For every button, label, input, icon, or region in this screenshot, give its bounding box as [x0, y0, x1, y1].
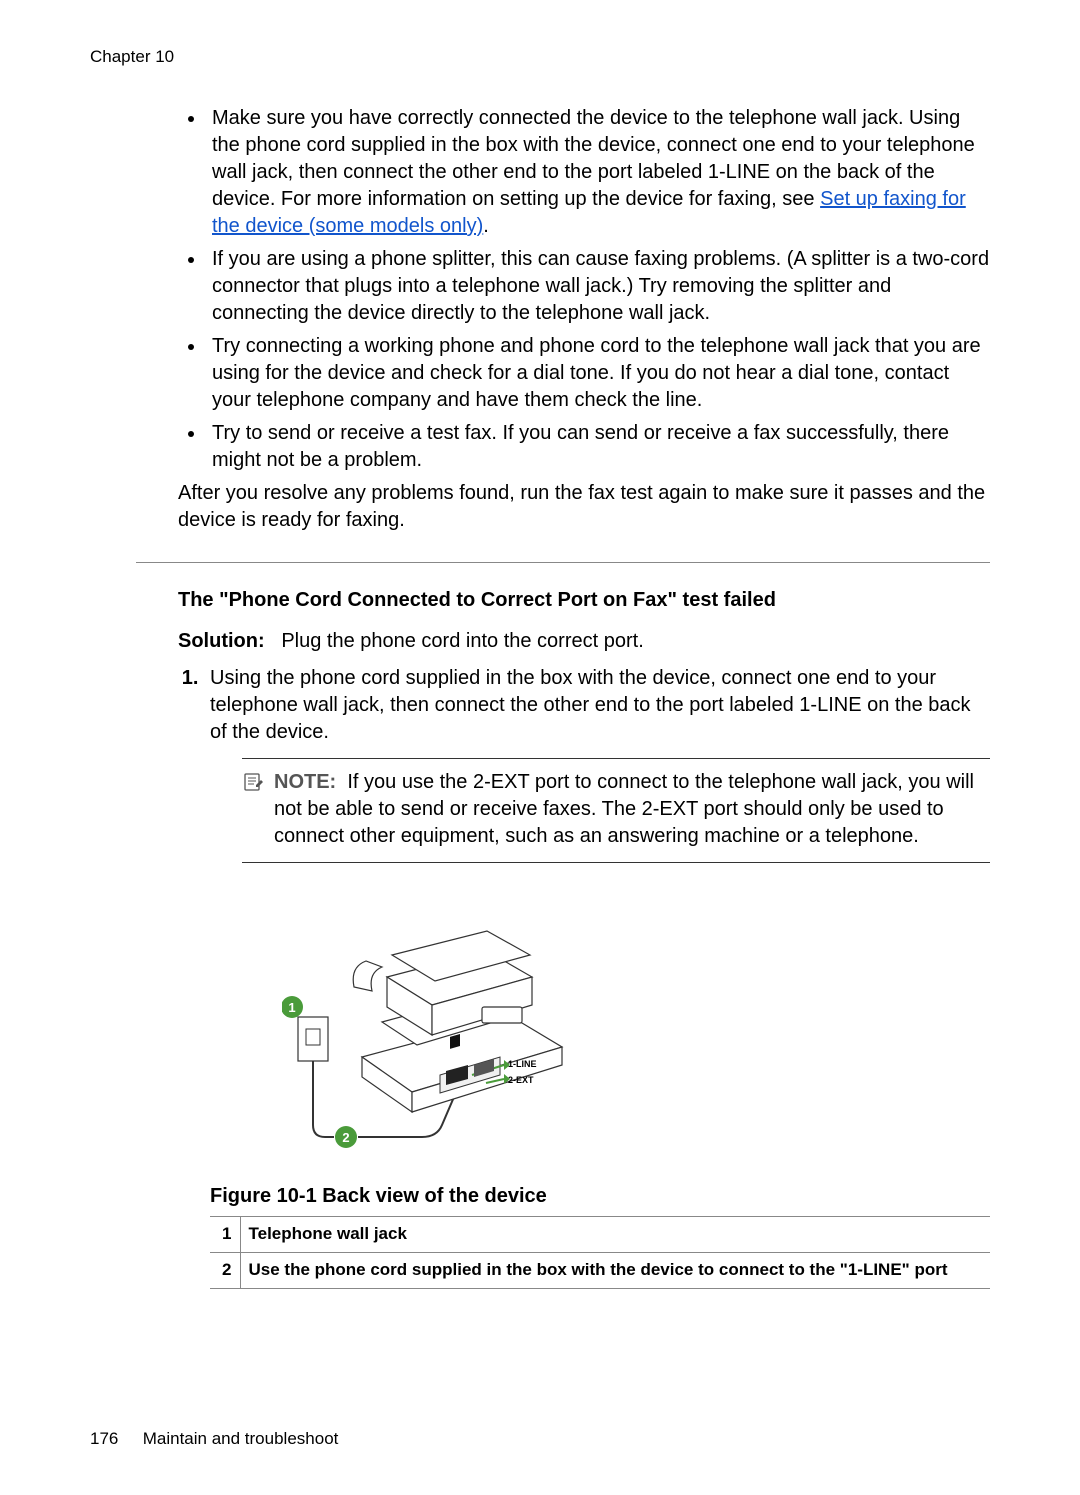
port-label-1line: 1-LINE — [508, 1059, 537, 1069]
bullet-text: Try connecting a working phone and phone… — [212, 335, 981, 411]
svg-text:2: 2 — [342, 1130, 349, 1145]
step-item: Using the phone cord supplied in the box… — [204, 665, 990, 1289]
note-label: NOTE: — [274, 771, 336, 793]
note-content: NOTE: If you use the 2-EXT port to conne… — [274, 769, 990, 850]
note-box: NOTE: If you use the 2-EXT port to conne… — [242, 758, 990, 863]
chapter-label: Chapter 10 — [90, 46, 990, 69]
bullet-text: If you are using a phone splitter, this … — [212, 248, 989, 324]
closing-paragraph: After you resolve any problems found, ru… — [178, 480, 990, 534]
bullet-item: If you are using a phone splitter, this … — [206, 246, 990, 327]
footer-section: Maintain and troubleshoot — [143, 1429, 339, 1448]
section-heading: The "Phone Cord Connected to Correct Por… — [178, 587, 990, 614]
section-divider — [136, 562, 990, 563]
steps-list: Using the phone cord supplied in the box… — [178, 665, 990, 1289]
note-icon — [242, 771, 264, 801]
bullet-item: Try connecting a working phone and phone… — [206, 333, 990, 414]
note-body: If you use the 2-EXT port to connect to … — [274, 771, 974, 847]
legend-num: 2 — [210, 1252, 240, 1288]
bullet-item: Make sure you have correctly connected t… — [206, 105, 990, 240]
device-back-diagram: 1 2 — [282, 907, 592, 1157]
bullet-text: Try to send or receive a test fax. If yo… — [212, 422, 949, 471]
bullet-list: Make sure you have correctly connected t… — [178, 105, 990, 474]
table-row: 2 Use the phone cord supplied in the box… — [210, 1252, 990, 1288]
svg-text:1: 1 — [288, 1000, 295, 1015]
legend-text: Use the phone cord supplied in the box w… — [240, 1252, 990, 1288]
figure-caption: Figure 10-1 Back view of the device — [210, 1183, 990, 1210]
figure: 1 2 — [282, 907, 990, 1165]
solution-label: Solution: — [178, 630, 265, 652]
page-number: 176 — [90, 1428, 138, 1451]
step-text: Using the phone cord supplied in the box… — [210, 667, 971, 743]
figure-legend-table: 1 Telephone wall jack 2 Use the phone co… — [210, 1216, 990, 1289]
solution-text: Plug the phone cord into the correct por… — [281, 630, 643, 652]
legend-text: Telephone wall jack — [240, 1216, 990, 1252]
legend-num: 1 — [210, 1216, 240, 1252]
table-row: 1 Telephone wall jack — [210, 1216, 990, 1252]
bullet-text-after: . — [483, 215, 489, 237]
port-label-2ext: 2-EXT — [508, 1075, 534, 1085]
solution-line: Solution: Plug the phone cord into the c… — [178, 628, 990, 655]
bullet-item: Try to send or receive a test fax. If yo… — [206, 420, 990, 474]
page-footer: 176 Maintain and troubleshoot — [90, 1428, 338, 1451]
